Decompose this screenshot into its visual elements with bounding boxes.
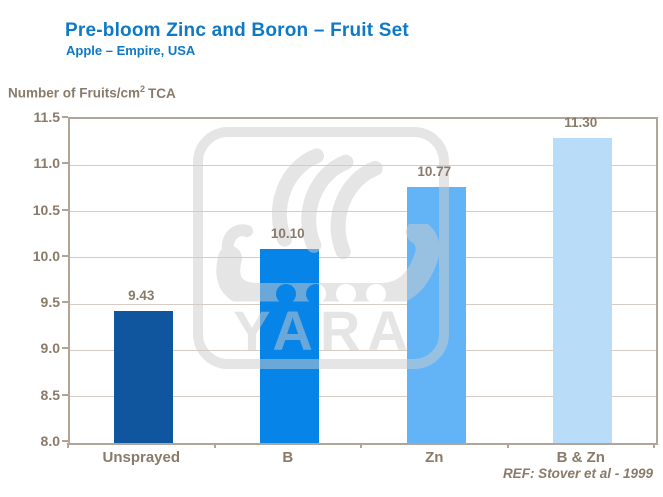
bar-value-label: 9.43 xyxy=(128,287,155,303)
y-tick-label: 10.0 xyxy=(32,247,60,264)
x-tick-mark xyxy=(213,443,216,448)
gridline xyxy=(70,396,656,398)
x-tick-mark xyxy=(506,443,509,448)
y-tick-label: 8.0 xyxy=(40,433,60,449)
y-tick-mark xyxy=(62,254,68,257)
x-category-label: Unsprayed xyxy=(102,449,181,466)
bar-value-label: 11.30 xyxy=(564,114,598,130)
y-tick-mark xyxy=(62,347,68,350)
x-tick-mark xyxy=(360,443,362,448)
x-category-label: B xyxy=(282,449,294,466)
bar-zn xyxy=(406,186,466,443)
bar-b xyxy=(260,248,320,443)
bar-b-zn xyxy=(553,137,613,443)
bar-unsprayed xyxy=(113,310,173,443)
bar-value-label: 10.10 xyxy=(270,225,305,241)
y-tick-label: 9.0 xyxy=(40,340,60,357)
y-tick-label: 10.5 xyxy=(32,201,60,218)
y-axis-title-text: Number of Fruits/cm xyxy=(8,85,141,101)
x-category-label: Zn xyxy=(425,449,444,466)
y-tick-mark xyxy=(62,393,68,396)
y-tick-mark xyxy=(62,162,68,165)
y-tick-label: 9.5 xyxy=(40,294,60,311)
bar-value-label: 10.77 xyxy=(417,163,452,179)
y-tick-label: 8.5 xyxy=(40,386,60,403)
y-tick-label: 11.5 xyxy=(33,109,60,125)
y-axis-title-superscript: 2 xyxy=(140,84,146,94)
y-axis-title-suffix: TCA xyxy=(148,85,176,101)
reference-citation: REF: Stover et al - 1999 xyxy=(502,466,653,481)
x-tick-mark xyxy=(67,443,69,448)
chart-subtitle: Apple – Empire, USA xyxy=(66,43,196,58)
x-category-label: B & Zn xyxy=(556,449,605,466)
plot-area xyxy=(68,117,658,445)
chart-title: Pre-bloom Zinc and Boron – Fruit Set xyxy=(65,20,409,41)
y-tick-mark xyxy=(62,440,68,442)
y-tick-mark xyxy=(62,301,68,304)
x-tick-mark xyxy=(653,443,655,448)
y-axis-title: Number of Fruits/cm2 TCA xyxy=(8,84,176,101)
y-tick-label: 11.0 xyxy=(33,155,60,172)
y-tick-mark xyxy=(62,116,68,118)
y-tick-mark xyxy=(62,208,68,211)
